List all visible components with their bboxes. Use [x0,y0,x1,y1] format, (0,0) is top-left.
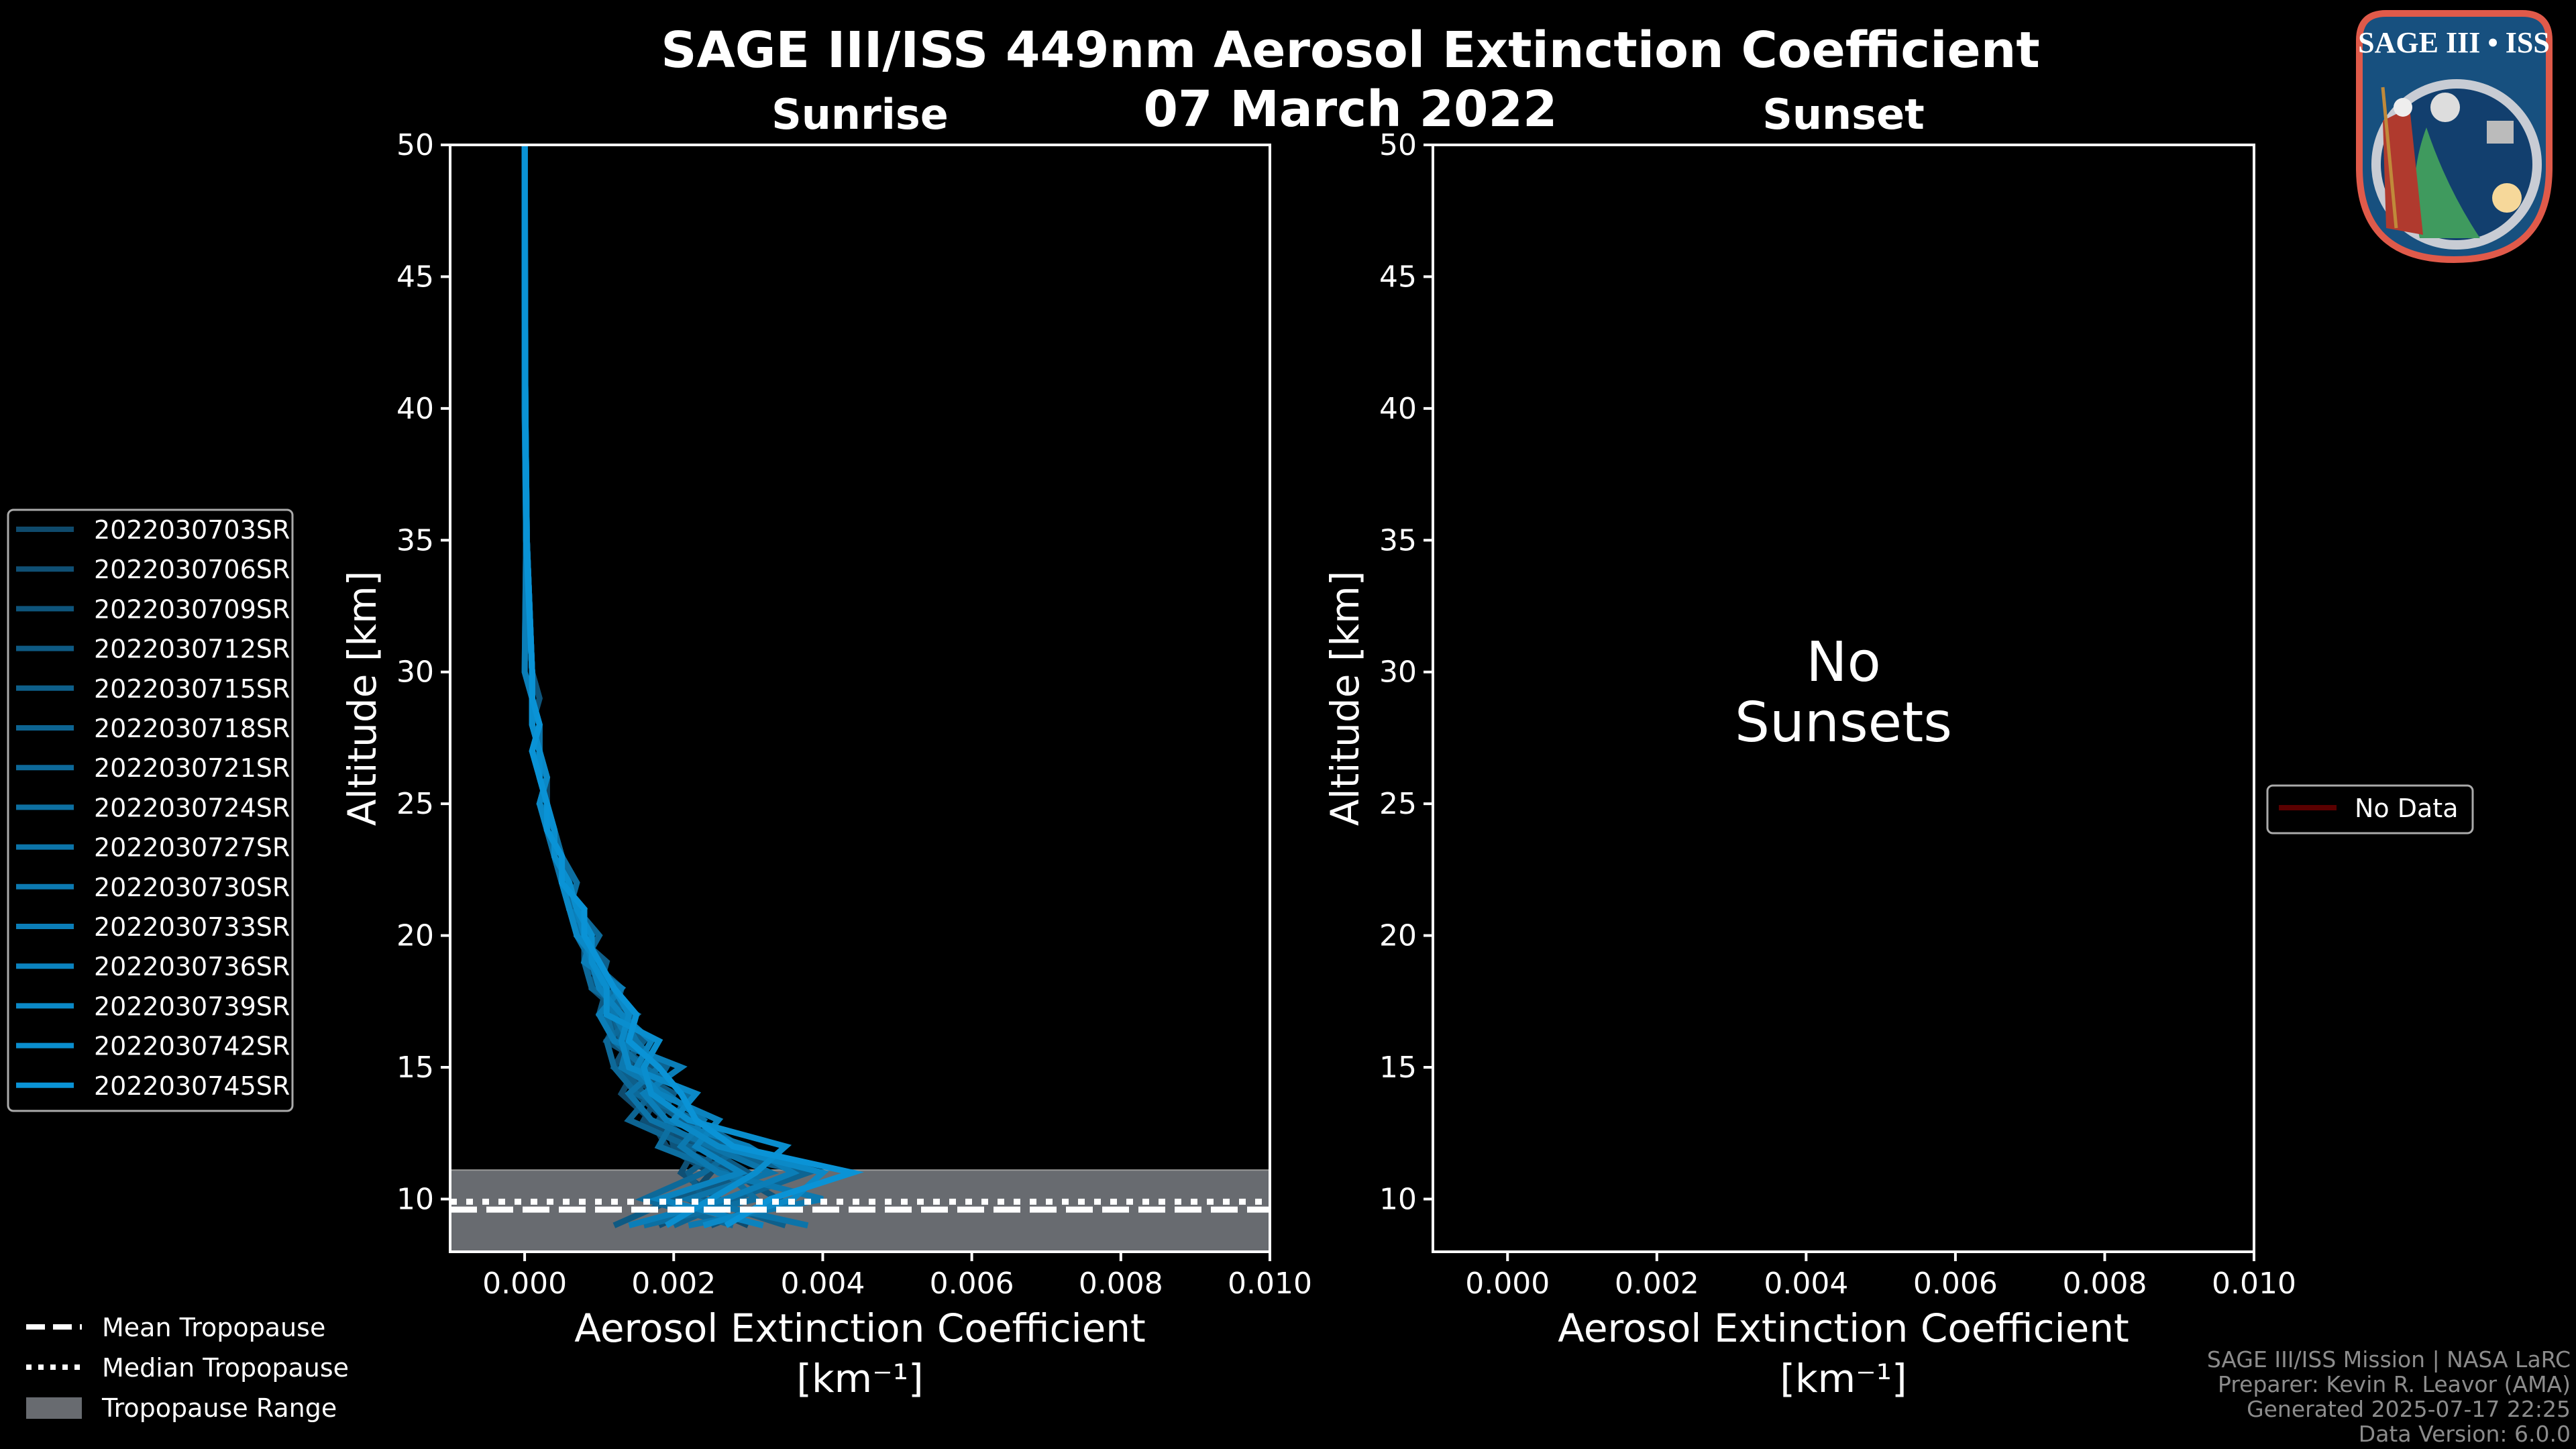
sunrise-y-axis-label: Altitude [km] [339,571,385,826]
x-tick-label: 0.004 [1764,1267,1848,1301]
tropopause-range-legend-label: Tropopause Range [101,1393,337,1423]
legend-label-2022030703SR: 2022030703SR [94,515,290,545]
x-tick-label: 0.008 [1079,1267,1163,1301]
legend-label-2022030736SR: 2022030736SR [94,952,290,981]
sunrise-legend-box [7,508,294,1112]
no-data-legend-label: No Data [2355,794,2459,823]
legend-label-2022030724SR: 2022030724SR [94,793,290,822]
legend-label-2022030727SR: 2022030727SR [94,833,290,863]
x-tick-label: 0.008 [2062,1267,2147,1301]
sunrise-legend: 2022030703SR 2022030706SR 2022030709SR 2022… [7,508,294,1112]
legend-label-2022030715SR: 2022030715SR [94,674,290,704]
profile-line-2022030745SR [521,145,865,1228]
tropopause-range-legend-swatch [26,1397,82,1419]
y-tick-label: 20 [396,919,434,953]
sunset-legend-box [2266,784,2474,835]
figure-title: SAGE III/ISS 449nm Aerosol Extinction Co… [661,21,2040,79]
svg-text:SAGE III • ISS: SAGE III • ISS [2358,26,2550,59]
sunset-x-axis-unit: [km⁻¹] [1780,1356,1907,1401]
footer-preparer: Preparer: Kevin R. Leavor (AMA) [2218,1371,2571,1397]
sunrise-panel-title: Sunrise [771,90,949,139]
sunrise-plot-area [450,145,1270,1252]
no-sunsets-annotation-line2: Sunsets [1735,691,1952,755]
sunset-axes-frame [1432,144,2255,1253]
legend-label-2022030718SR: 2022030718SR [94,714,290,743]
legend-label-2022030730SR: 2022030730SR [94,873,290,902]
y-tick-label: 50 [1379,128,1417,162]
x-tick-label: 0.006 [930,1267,1014,1301]
legend-label-2022030745SR: 2022030745SR [94,1071,290,1101]
sunset-x-axis-label: Aerosol Extinction Coefficient [1558,1305,2129,1351]
y-tick-label: 25 [1379,787,1417,821]
median-tropopause-legend-label: Median Tropopause [102,1353,349,1383]
x-tick-label: 0.004 [780,1267,865,1301]
x-tick-label: 0.000 [1465,1267,1550,1301]
y-tick-label: 30 [396,655,434,690]
figure-date: 07 March 2022 [1143,80,1557,138]
mean-tropopause-legend-label: Mean Tropopause [102,1313,325,1342]
y-tick-label: 40 [396,392,434,426]
x-tick-label: 0.002 [1615,1267,1699,1301]
sunset-panel-title: Sunset [1762,90,1925,139]
y-tick-label: 20 [1379,919,1417,953]
legend-label-2022030733SR: 2022030733SR [94,912,290,942]
sunset-y-axis-label: Altitude [km] [1322,571,1368,826]
y-tick-label: 10 [396,1182,434,1216]
legend-label-2022030721SR: 2022030721SR [94,753,290,783]
x-tick-label: 0.000 [482,1267,567,1301]
y-tick-label: 35 [396,523,434,557]
sunrise-x-axis-label: Aerosol Extinction Coefficient [574,1305,1146,1351]
footer-generated: Generated 2025-07-17 22:25 [2247,1396,2571,1422]
sunrise-axes-frame [449,144,1271,1253]
sunrise-axes: 0.000 0.002 0.004 0.006 0.008 0.010 10 15 20 25 30… [339,128,1312,1401]
x-tick-label: 0.010 [1228,1267,1312,1301]
sunrise-x-axis-unit: [km⁻¹] [796,1356,923,1401]
y-tick-label: 40 [1379,392,1417,426]
footer-credits: SAGE III/ISS Mission | NASA LaRC Prepare… [2207,1346,2571,1447]
y-tick-label: 45 [1379,260,1417,294]
legend-label-2022030742SR: 2022030742SR [94,1032,290,1061]
legend-label-2022030712SR: 2022030712SR [94,635,290,664]
footer-mission: SAGE III/ISS Mission | NASA LaRC [2207,1346,2571,1373]
x-tick-label: 0.006 [1913,1267,1998,1301]
footer-data-version: Data Version: 6.0.0 [2359,1421,2571,1447]
y-tick-label: 25 [396,787,434,821]
y-tick-label: 30 [1379,655,1417,690]
legend-label-2022030739SR: 2022030739SR [94,991,290,1021]
no-sunsets-annotation-line1: No [1806,631,1881,694]
sunset-legend: No Data [2266,784,2474,835]
sunset-axes: 0.000 0.002 0.004 0.006 0.008 0.010 10 15 20 25 30… [1322,128,2296,1401]
x-tick-label: 0.010 [2212,1267,2296,1301]
y-tick-label: 15 [1379,1051,1417,1085]
legend-label-2022030709SR: 2022030709SR [94,594,290,624]
y-tick-label: 10 [1379,1182,1417,1216]
legend-label-2022030706SR: 2022030706SR [94,555,290,584]
x-tick-label: 0.002 [631,1267,716,1301]
y-tick-label: 50 [396,128,434,162]
y-tick-label: 45 [396,260,434,294]
tropopause-legend: Mean Tropopause Median Tropopause Tropop… [26,1313,349,1423]
y-tick-label: 35 [1379,523,1417,557]
sage-iii-iss-logo: SAGE III • ISS [2356,10,2553,264]
y-tick-label: 15 [396,1051,434,1085]
